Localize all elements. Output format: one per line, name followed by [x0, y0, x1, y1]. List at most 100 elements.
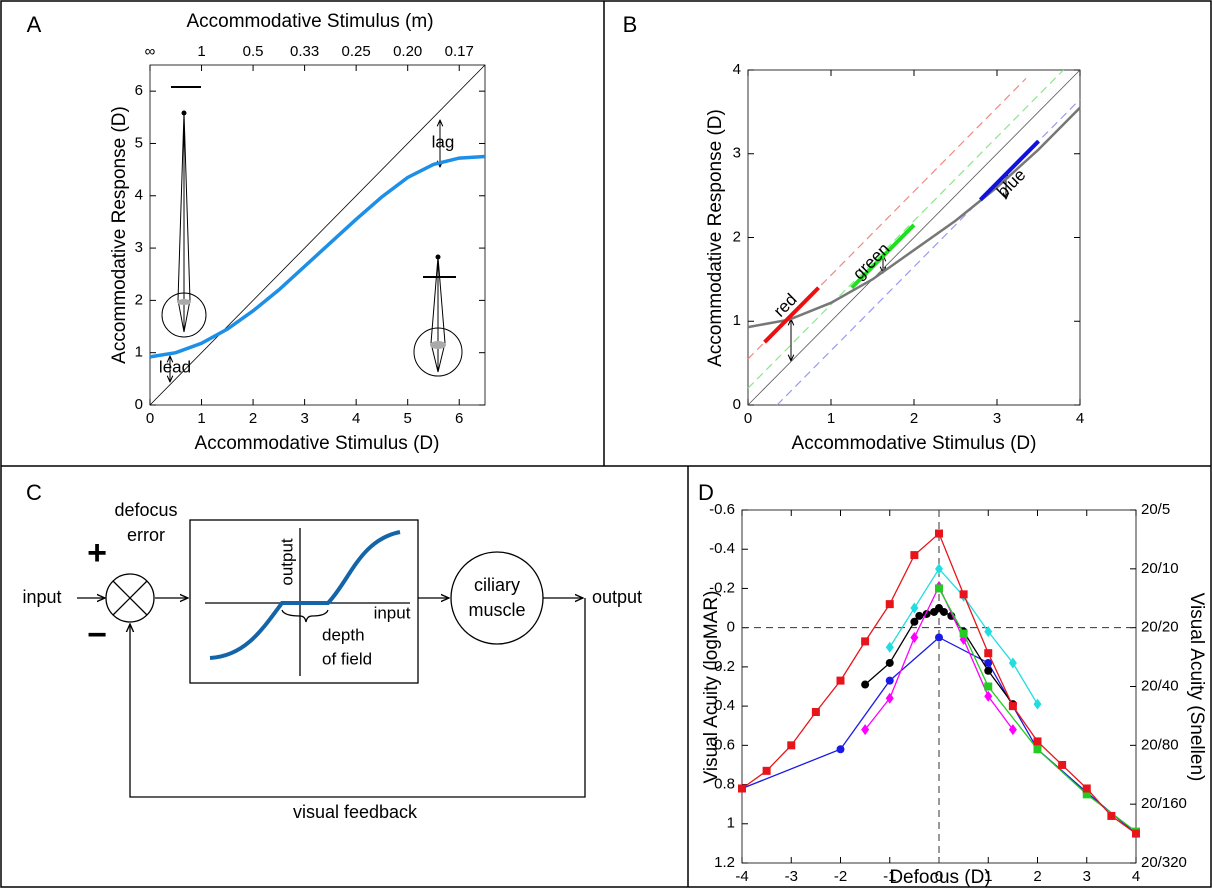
y-tick-label: 0 [135, 396, 143, 413]
marker [984, 690, 993, 702]
marker [1033, 698, 1042, 710]
x2-tick-label: 0.5 [243, 43, 264, 60]
y-tick-label: 2 [733, 228, 741, 245]
y-tick-label: 0.6 [714, 736, 735, 753]
x-tick-label: 1 [197, 410, 205, 427]
marker [939, 607, 948, 616]
marker [910, 631, 919, 643]
series-line [741, 636, 1137, 835]
y-tick-label: 1 [727, 815, 735, 832]
marker [984, 666, 993, 675]
y2-tick-label: 20/160 [1141, 795, 1187, 812]
y-tick-label: 1 [135, 344, 143, 361]
y-axis-label: Visual Acuity (logMAR) [701, 591, 722, 784]
x-tick-label: 3 [1083, 868, 1091, 885]
x-axis-label: Accommodative Stimulus (D) [792, 433, 1037, 454]
sum-label: defocus [114, 500, 177, 520]
marker [959, 629, 968, 638]
marker [885, 600, 894, 609]
marker [984, 658, 993, 667]
marker [861, 637, 870, 646]
y2-tick-label: 20/40 [1141, 677, 1179, 694]
output-label: output [592, 587, 642, 607]
x-tick-label: 4 [1132, 868, 1140, 885]
x-axis-label: Defocus (D) [889, 867, 990, 888]
marker [935, 633, 943, 642]
y-tick-label: 0.2 [714, 658, 735, 675]
marker [836, 745, 845, 754]
y-tick-label: -0.6 [709, 501, 735, 518]
y2-tick-label: 20/10 [1141, 560, 1179, 577]
x-tick-label: -1 [883, 868, 896, 885]
marker [984, 649, 993, 658]
x-tick-label: 0 [146, 410, 154, 427]
y-axis-label: Accommodative Response (D) [705, 109, 726, 367]
control-diagram [77, 519, 586, 798]
panel-letter: D [698, 480, 714, 505]
marker [1008, 657, 1017, 669]
marker [910, 617, 919, 626]
panel-letter: A [27, 12, 42, 37]
marker [861, 724, 870, 736]
y-tick-label: 5 [135, 134, 143, 151]
panel-letter: B [623, 12, 638, 37]
x2-tick-label: 0.25 [342, 43, 371, 60]
y-tick-label: 6 [135, 82, 143, 99]
marker [885, 676, 894, 685]
muscle-label: ciliary [474, 575, 520, 595]
x2-tick-label: 0.17 [445, 43, 474, 60]
x-tick-label: -4 [735, 868, 748, 885]
marker [1008, 702, 1017, 711]
y-tick-label: 0 [727, 619, 735, 636]
x-tick-label: 2 [249, 410, 257, 427]
marker [861, 680, 870, 689]
y-tick-label: 3 [135, 239, 143, 256]
x-tick-label: 1 [984, 868, 992, 885]
y-tick-label: 1.2 [714, 854, 735, 871]
annotation: blue [993, 165, 1029, 201]
x2-tick-label: 1 [197, 43, 205, 60]
marker [811, 707, 820, 716]
marker [1082, 784, 1091, 793]
marker [738, 784, 746, 793]
x-tick-label: -3 [785, 868, 798, 885]
marker [836, 676, 845, 685]
marker [762, 766, 771, 775]
eye-illustration [161, 86, 463, 377]
series-line [149, 154, 486, 359]
x-tick-label: 0 [744, 410, 752, 427]
x2-tick-label: 0.33 [290, 43, 319, 60]
marker [1033, 745, 1042, 754]
marker [984, 626, 993, 638]
marker [910, 551, 919, 560]
marker [935, 529, 943, 538]
box-x-label: input [374, 603, 411, 622]
y2-axis-label: Visual Acuity (Snellen) [1186, 593, 1207, 782]
annotation: lead [159, 357, 191, 376]
x-tick-label: 6 [455, 410, 463, 427]
x-tick-label: 3 [300, 410, 308, 427]
marker [885, 692, 894, 704]
plot-frame [149, 64, 486, 406]
x-tick-label: 0 [935, 868, 943, 885]
sum-label: error [127, 525, 165, 545]
x-tick-label: 4 [352, 410, 360, 427]
series-line [978, 139, 1040, 202]
box-y-label: output [277, 538, 296, 586]
series-line [747, 69, 1081, 406]
y-tick-label: 0 [733, 396, 741, 413]
y-tick-label: 1 [733, 312, 741, 329]
annotation: lag [432, 132, 455, 151]
marker [1107, 811, 1116, 820]
y-tick-label: -0.4 [709, 540, 735, 557]
marker [984, 682, 993, 691]
x-tick-label: 5 [404, 410, 412, 427]
marker [885, 658, 894, 667]
x-tick-label: 4 [1076, 410, 1084, 427]
marker [1082, 790, 1091, 799]
x2-tick-label: ∞ [145, 43, 156, 60]
series-line [763, 286, 820, 344]
marker [1008, 724, 1017, 736]
